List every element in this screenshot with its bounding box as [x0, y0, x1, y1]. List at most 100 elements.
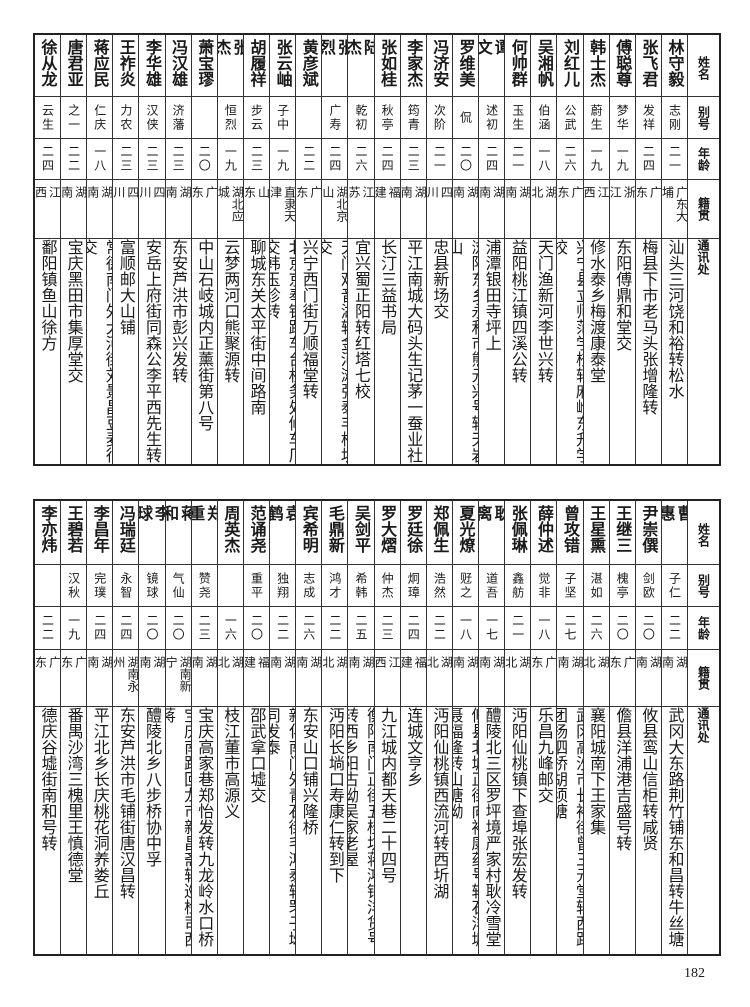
age-text: 二三	[380, 614, 395, 642]
alias-cell: 镜球	[139, 565, 165, 607]
name-cell: 范诵尧	[243, 501, 269, 565]
name-cell: 张云岫	[270, 35, 296, 97]
name-cell: 王继三	[609, 501, 635, 565]
origin-text: 四川	[113, 186, 139, 220]
page-number: 182	[684, 966, 705, 981]
roster-table-top: 姓名 别号 年龄 籍贯 通讯处 林守毅 志刚 二一 广东大埔 汕头三河饶和裕转松水 张飞君 发祥 二四广…	[33, 33, 721, 466]
origin-cell: 广东	[557, 180, 583, 239]
person-entry: 夏光燎 觃之 一八 湖南 攸县北城正街向裕康药号转石洋塘聂福隆转山塘坳	[451, 501, 478, 954]
name-text: 郑佩生	[430, 505, 450, 553]
alias-cell: 恒烈	[217, 97, 243, 139]
name-cell: 张佩琳	[505, 501, 531, 565]
person-entry: 李华雄 汉侠 二三 四川 安岳上府街同森公李平西先生转	[138, 35, 165, 464]
origin-cell: 四川	[113, 180, 139, 239]
name-cell: 王星熏	[583, 501, 609, 565]
age-text: 二六	[589, 614, 604, 642]
name-text: 罗廷徐	[404, 505, 424, 553]
origin-cell: 湖南	[139, 650, 165, 707]
name-text: 陆杰	[348, 39, 374, 75]
name-text: 王祚炎	[116, 39, 136, 87]
person-entry: 张如桂 秋亭 二四 福建 长汀三益书局	[373, 35, 400, 464]
person-entry: 毛鼎新 鸿才 二二 湖北 沔阳长埫口寿康仁转到下	[321, 501, 348, 954]
alias-text: 云生	[40, 103, 55, 132]
origin-cell: 湖南	[505, 180, 531, 239]
age-text: 二三	[197, 614, 212, 642]
person-entry: 李昌年 完璞 二四 湖南 平江北乡长庆桃花洞养娄丘	[86, 501, 113, 954]
origin-text: 湖南新宁	[165, 656, 191, 692]
alias-cell: 剑欧	[635, 565, 661, 607]
header-name-label: 姓名	[696, 522, 711, 547]
origin-cell: 湖北京山	[322, 180, 348, 239]
person-entry: 刘红儿 公武 二六 广东 兴宁县立师范学校转麻岭东升学校	[556, 35, 583, 464]
origin-text: 广东大埔	[661, 186, 687, 222]
person-entry: 尹崇僎 剑欧 二〇 湖南 攸县鸾山信柜转咸贤	[634, 501, 661, 954]
name-text: 蒋和	[165, 505, 191, 541]
alias-cell: 次阶	[426, 97, 452, 139]
origin-text: 湖北	[426, 656, 452, 690]
address-text: 东安芦洪市彭兴发转	[169, 239, 189, 383]
person-entry: 郑佩生 浩然 二二 湖北 沔阳仙桃镇西流河转西圻湖	[425, 501, 452, 954]
age-text: 二〇	[615, 614, 630, 642]
address-text: 聊城东关太平街中间路南	[247, 239, 267, 415]
person-entry: 罗大熠 仲杰 二三 江西 九江城内都天巷二十四号	[373, 501, 400, 954]
alias-text: 剑欧	[641, 571, 656, 600]
person-entry: 冯瑞廷 永智 二四 湖南永州 东安芦洪市毛铺街唐汉昌转	[112, 501, 139, 954]
origin-cell: 湖南	[479, 650, 505, 707]
origin-cell: 福建	[400, 650, 426, 707]
name-text: 黄彦斌	[299, 39, 319, 87]
name-cell: 李家杰	[400, 35, 426, 97]
alias-cell: 述初	[479, 97, 505, 139]
address-text: 中山石岐城内正薰街第八号	[195, 239, 215, 431]
name-text: 郑重	[191, 505, 217, 541]
address-cell: 浏阳东乡永和市熊元兴号转天岩山	[453, 239, 478, 464]
alias-text: 赞尧	[197, 571, 212, 600]
age-cell: 二二	[322, 607, 348, 650]
header-alias: 别号	[688, 97, 719, 139]
origin-cell: 湖南	[296, 650, 322, 707]
name-cell: 张杰	[217, 35, 243, 97]
age-text: 一九	[615, 145, 630, 173]
name-cell: 徐从龙	[34, 35, 60, 97]
alias-text: 济藩	[171, 103, 186, 132]
name-text: 唐君亚	[64, 39, 84, 87]
person-entry: 范诵尧 重平 二〇 福建 邵武拿口墟交	[242, 501, 269, 954]
name-text: 吴剑平	[351, 505, 371, 553]
address-text: 枝江董市高源义	[221, 707, 241, 819]
address-cell: 连城文亨乡	[401, 707, 426, 954]
name-cell: 毛鼎新	[322, 501, 348, 565]
origin-cell: 湖南	[165, 180, 191, 239]
origin-cell: 四川	[426, 180, 452, 239]
address-text: 常德南门外大河街刘景昌豆麦行交	[87, 239, 113, 463]
origin-text: 湖南	[479, 186, 505, 220]
address-cell: 汕头三河饶和裕转松水	[662, 239, 687, 464]
name-cell: 罗廷徐	[400, 501, 426, 565]
address-text: 天门渔新河李世兴转	[534, 239, 554, 383]
address-cell: 东安山口铺兴隆桥	[296, 707, 321, 954]
age-text: 一九	[223, 145, 238, 173]
alias-cell: 鸿才	[322, 565, 348, 607]
alias-cell: 赞尧	[191, 565, 217, 607]
name-cell: 袁鹤	[270, 501, 296, 565]
header-origin: 籍贯	[688, 180, 719, 239]
person-entry: 张飞君 发祥 二四 广东 梅县下市老马头张增隆转	[634, 35, 661, 464]
address-text: 兴宁县立师范学校转麻岭东升学校	[557, 239, 583, 463]
address-text: 番禺沙湾三槐里王慎德堂	[64, 707, 84, 883]
alias-cell: 蔚生	[583, 97, 609, 139]
header-column: 姓名 别号 年龄 籍贯 通讯处	[687, 501, 719, 954]
address-cell: 兴宁县立师范学校转麻岭东升学校	[557, 239, 582, 464]
address-cell: 修水泰乡梅渡康泰堂	[584, 239, 609, 464]
person-entry: 薛仲述 觉非 一八 广东 乐昌九峰邮交	[530, 501, 557, 954]
name-cell: 何帅群	[505, 35, 531, 97]
header-address: 通讯处	[688, 239, 719, 464]
age-text: 二一	[667, 145, 682, 173]
alias-cell: 希韩	[348, 565, 374, 607]
name-text: 蒋应民	[90, 39, 110, 87]
origin-text: 湖北	[217, 656, 243, 690]
name-cell: 罗大熠	[374, 501, 400, 565]
alias-cell: 炯璋	[400, 565, 426, 607]
header-name-label: 姓名	[696, 55, 711, 80]
origin-text: 湖南	[139, 656, 165, 690]
person-entry: 周英杰 一六 湖北 枝江董市高源义	[216, 501, 243, 954]
origin-text: 湖南	[191, 656, 217, 690]
origin-cell: 湖南	[557, 650, 583, 707]
